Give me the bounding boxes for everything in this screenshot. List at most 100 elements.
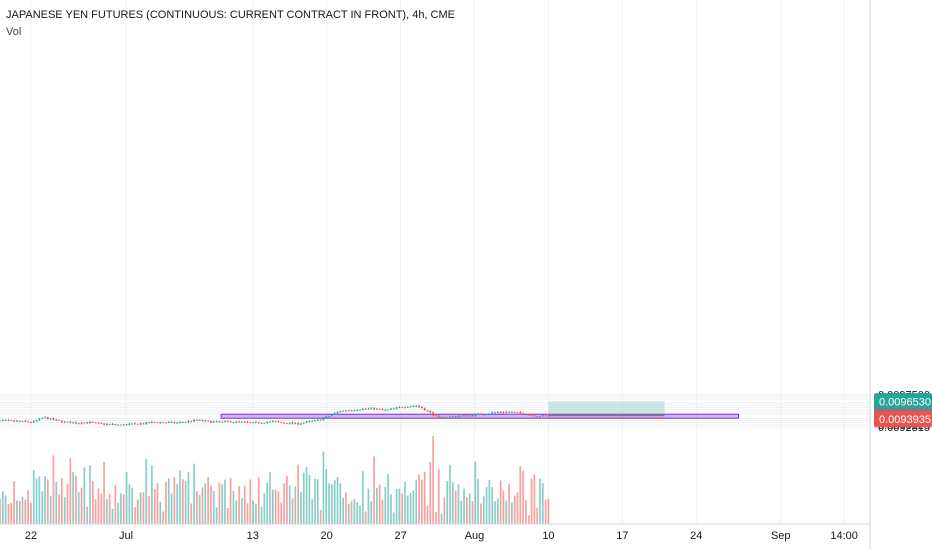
candle-body: [508, 411, 510, 413]
candle-body: [426, 410, 429, 412]
time-tick-label: 14:00: [830, 530, 858, 542]
volume-bar: [283, 483, 285, 524]
volume-bar: [440, 513, 443, 524]
candle-body: [21, 420, 24, 422]
candle-body: [241, 421, 243, 423]
volume-bar: [370, 501, 373, 524]
volume-bar: [406, 495, 409, 524]
volume-bar: [198, 495, 201, 524]
candle-body: [125, 424, 128, 426]
volume-bar: [156, 483, 159, 524]
candle-body: [184, 421, 187, 423]
candle-body: [530, 414, 533, 416]
volume-bar: [477, 478, 479, 524]
candle-body: [77, 423, 80, 425]
candle-body: [243, 421, 246, 423]
candle-body: [122, 424, 125, 426]
volume-bar: [162, 511, 164, 524]
volume-bar: [451, 482, 454, 524]
candle-body: [432, 412, 434, 416]
volume-bar: [429, 462, 432, 524]
volume-bar: [415, 479, 418, 524]
candle-body: [460, 415, 463, 417]
candle-body: [277, 421, 280, 423]
candle-body: [395, 407, 398, 409]
volume-bar: [46, 479, 49, 524]
candle-body: [519, 412, 522, 414]
candle-body: [412, 405, 415, 407]
candle-body: [66, 421, 69, 423]
candle-body: [63, 421, 66, 423]
volume-bar: [94, 499, 97, 524]
volume-bar: [10, 502, 13, 524]
candle-body: [378, 408, 381, 410]
candle-body: [72, 422, 74, 424]
candle-body: [336, 412, 339, 414]
candle-body: [156, 422, 159, 424]
candle-body: [75, 422, 77, 424]
volume-bar: [482, 496, 485, 524]
volume-bar: [305, 467, 308, 524]
volume-bar: [525, 500, 527, 524]
candle-body: [269, 421, 271, 423]
volume-bar: [342, 498, 344, 524]
volume-bar: [404, 481, 406, 524]
candle-body: [437, 415, 440, 418]
candle-body: [128, 423, 131, 425]
candle-body: [196, 419, 198, 421]
candle-body: [232, 422, 235, 424]
volume-bar: [52, 455, 55, 524]
volume-bar: [291, 498, 294, 524]
candle-body: [480, 413, 482, 415]
volume-bar: [266, 482, 269, 524]
candle-body: [218, 421, 221, 423]
candle-body: [381, 409, 384, 411]
candle-body: [106, 423, 108, 425]
candle-body: [333, 413, 336, 415]
candle-body: [533, 415, 536, 417]
volume-bar: [367, 488, 370, 524]
volume-bar: [443, 497, 446, 524]
volume-bar: [480, 503, 482, 524]
volume-bar: [435, 512, 437, 524]
candle-body: [257, 421, 260, 424]
volume-bar: [151, 465, 153, 524]
volume-bar: [91, 480, 94, 524]
candle-body: [322, 417, 325, 420]
candle-body: [466, 415, 468, 417]
volume-bar: [229, 478, 232, 524]
candle-body: [134, 423, 136, 425]
position-loss-zone: [548, 415, 665, 420]
candle-body: [7, 420, 10, 422]
candle-body: [179, 421, 181, 423]
volume-bar: [530, 478, 533, 524]
candle-body: [193, 419, 195, 422]
candle-body: [406, 406, 409, 408]
candle-body: [370, 407, 373, 409]
volume-indicator-label: Vol: [6, 26, 22, 38]
volume-bar: [193, 463, 195, 524]
volume-bar: [69, 458, 72, 524]
candle-body: [35, 420, 38, 422]
time-tick-label: Jul: [119, 530, 133, 542]
time-tick-label: Sep: [771, 530, 791, 542]
volume-bar: [27, 490, 29, 524]
candle-body: [283, 422, 285, 424]
candle-body: [16, 420, 18, 422]
volume-bar: [16, 500, 18, 524]
volume-bar: [401, 493, 404, 524]
candle-body: [1, 420, 4, 422]
candle-body: [477, 413, 479, 415]
volume-bar: [89, 465, 91, 524]
volume-bar: [246, 503, 249, 524]
volume-bar: [4, 495, 7, 524]
volume-bar: [21, 496, 24, 524]
candle-body: [52, 418, 55, 420]
candle-body: [176, 422, 179, 424]
candle-body: [148, 422, 150, 424]
volume-bar: [536, 507, 539, 524]
volume-bar: [277, 491, 280, 524]
time-tick-label: 20: [321, 530, 333, 542]
